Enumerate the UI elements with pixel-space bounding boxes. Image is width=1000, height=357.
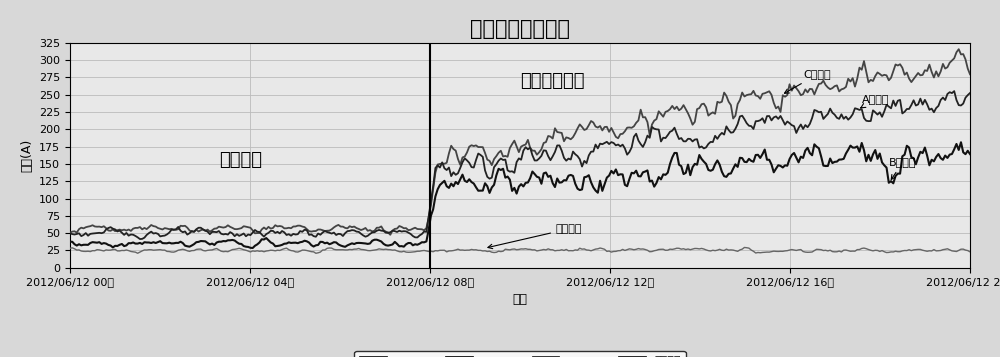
Text: 设备运行: 设备运行: [220, 151, 262, 170]
Text: C相电流: C相电流: [784, 70, 831, 93]
Text: A相电流: A相电流: [861, 94, 890, 108]
Text: 设备停止运行: 设备停止运行: [520, 72, 584, 90]
Text: B相电流: B相电流: [889, 157, 916, 180]
X-axis label: 时间: 时间: [512, 293, 528, 306]
Text: 补偿电流: 补偿电流: [488, 224, 582, 248]
Title: 一次侧电流类曲线: 一次侧电流类曲线: [470, 19, 570, 39]
Y-axis label: 电流(A): 电流(A): [20, 139, 33, 172]
Legend: A相电流, B相电流, C相电流, 补偿电流: A相电流, B相电流, C相电流, 补偿电流: [354, 351, 686, 357]
